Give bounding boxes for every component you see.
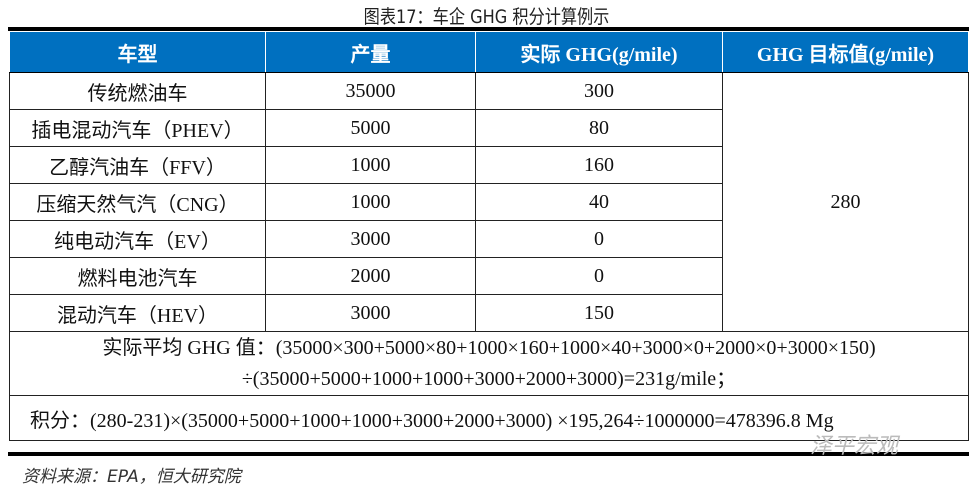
- header-cell: 实际 GHG(g/mile): [475, 31, 723, 73]
- table-row: 传统燃油车 35000 300 280: [9, 72, 969, 332]
- vehicle-type: 纯电动汽车（EV）: [9, 220, 266, 258]
- average-line-1: 实际平均 GHG 值：(35000×300+5000×80+1000×160+1…: [102, 336, 876, 359]
- vehicle-type: 混动汽车（HEV）: [9, 294, 266, 332]
- vehicle-type: 传统燃油车: [9, 72, 266, 110]
- table-row: 压缩天然气汽（CNG） 1000 40: [9, 183, 969, 221]
- actual-ghg: 300: [475, 72, 723, 110]
- vehicle-type: 燃料电池汽车: [9, 257, 266, 295]
- header-row: 车型 产量 实际 GHG(g/mile) GHG 目标值(g/mile): [9, 31, 969, 73]
- output: 2000: [265, 257, 476, 295]
- average-line-2: ÷(35000+5000+1000+1000+3000+2000+3000)=2…: [241, 367, 737, 390]
- watermark: 泽平宏观: [810, 434, 899, 459]
- source-note: 资料来源：EPA，恒大研究院: [22, 467, 241, 487]
- actual-ghg: 150: [475, 294, 723, 332]
- table-row: 燃料电池汽车 2000 0: [9, 257, 969, 295]
- table-row: 乙醇汽油车（FFV） 1000 160: [9, 146, 969, 184]
- table-row: 纯电动汽车（EV） 3000 0: [9, 220, 969, 258]
- vehicle-type: 插电混动汽车（PHEV）: [9, 109, 266, 147]
- average-row: 实际平均 GHG 值：(35000×300+5000×80+1000×160+1…: [9, 331, 969, 396]
- actual-ghg: 40: [475, 183, 723, 221]
- actual-ghg: 160: [475, 146, 723, 184]
- credit-formula: 积分：(280-231)×(35000+5000+1000+1000+3000+…: [9, 395, 969, 441]
- top-rule: [8, 27, 969, 31]
- actual-ghg: 80: [475, 109, 723, 147]
- output: 1000: [265, 146, 476, 184]
- vehicle-type: 压缩天然气汽（CNG）: [9, 183, 266, 221]
- header-cell: GHG 目标值(g/mile): [722, 31, 969, 73]
- target-ghg: 280: [722, 72, 969, 332]
- actual-ghg: 0: [475, 257, 723, 295]
- average-formula: 实际平均 GHG 值：(35000×300+5000×80+1000×160+1…: [9, 331, 969, 396]
- output: 3000: [265, 294, 476, 332]
- output: 5000: [265, 109, 476, 147]
- output: 3000: [265, 220, 476, 258]
- credit-row: 积分：(280-231)×(35000+5000+1000+1000+3000+…: [9, 395, 969, 441]
- header-cell: 产量: [265, 31, 476, 73]
- table-row: 插电混动汽车（PHEV） 5000 80: [9, 109, 969, 147]
- bottom-rule: [8, 452, 969, 456]
- table-row: 混动汽车（HEV） 3000 150: [9, 294, 969, 332]
- ghg-table: 车型 产量 实际 GHG(g/mile) GHG 目标值(g/mile) 传统燃…: [9, 31, 969, 441]
- output: 1000: [265, 183, 476, 221]
- output: 35000: [265, 72, 476, 110]
- actual-ghg: 0: [475, 220, 723, 258]
- vehicle-type: 乙醇汽油车（FFV）: [9, 146, 266, 184]
- header-cell: 车型: [9, 31, 266, 73]
- figure-title: 图表17：车企 GHG 积分计算例示: [363, 6, 610, 28]
